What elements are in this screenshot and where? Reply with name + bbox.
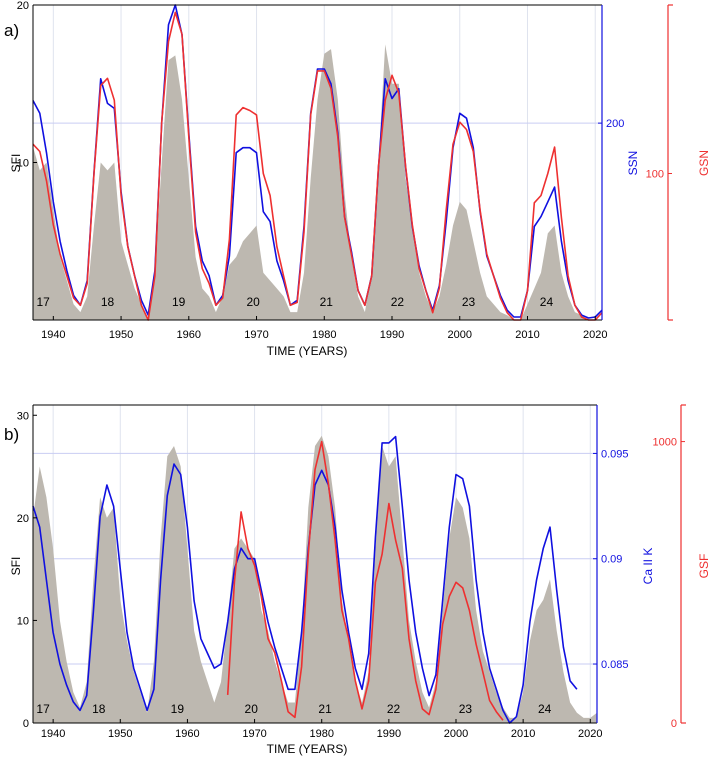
panel-a-label: a): [4, 21, 19, 40]
panel-a-gsn-line: [32, 11, 603, 321]
panel-b-ca-ii-k-line: [32, 435, 578, 724]
panel-b-lines-group: [32, 435, 578, 724]
panel-b-gsf-line: [226, 440, 504, 721]
panel-a-lines-group: [32, 4, 603, 321]
panel-a-cycle-label-19: 19: [172, 295, 186, 309]
panel-b-cycle-labels: 17 18 19 20 21 22 23 24: [36, 702, 551, 716]
panel-b-x-tick-1940: 1940: [41, 728, 65, 740]
panel-a-axes: 1940 1950 1960 1970 1980 1990 2000 2010 20201020…: [17, 0, 673, 341]
panel-a-x-tick-1980: 1980: [312, 329, 336, 341]
panel-b-cycle-label-18: 18: [92, 702, 106, 716]
panel-b-x-tick-2020: 2020: [578, 728, 602, 740]
panel-b-y2-tick-0.09: 0.09: [601, 554, 622, 566]
panel-a-x-tick-1960: 1960: [177, 329, 201, 341]
panel-b-x-label: TIME (YEARS): [267, 742, 348, 756]
panel-a-cycle-label-17: 17: [36, 295, 50, 309]
panel-a-x-tick-1990: 1990: [380, 329, 404, 341]
panel-a-x-tick-1940: 1940: [41, 329, 65, 341]
panel-a-x-tick-1970: 1970: [244, 329, 268, 341]
panel-b-x-tick-1960: 1960: [175, 728, 199, 740]
panel-b-y3-tick-0: 0: [671, 718, 677, 730]
panel-a-cycle-label-18: 18: [101, 295, 115, 309]
panel-b-y3-tick-1000: 1000: [653, 437, 677, 449]
panel-a-x-tick-2000: 2000: [448, 329, 472, 341]
panel-b-label: b): [4, 425, 19, 444]
panel-b-cycle-label-23: 23: [459, 702, 473, 716]
panel-b-y2-tick-0.095: 0.095: [601, 448, 629, 460]
panel-b-x-tick-1990: 1990: [377, 728, 401, 740]
panel-a-cycle-label-20: 20: [246, 295, 260, 309]
panel-b-x-tick-1950: 1950: [108, 728, 132, 740]
panel-b-x-tick-2010: 2010: [511, 728, 535, 740]
panel-b-cycle-label-19: 19: [171, 702, 185, 716]
panel-a-x-tick-2010: 2010: [515, 329, 539, 341]
panel-a-y3-tick-100: 100: [646, 168, 664, 180]
panel-a-y-tick-10: 10: [17, 158, 29, 170]
panel-b-y-tick-20: 20: [17, 513, 29, 525]
panel-b-y-tick-10: 10: [17, 615, 29, 627]
panel-b-y-label: SFI: [9, 557, 23, 576]
panel-b-y-tick-30: 30: [17, 410, 29, 422]
panel-a: a) 17 18 19 20 21 22 23 24 1940 1950 1960 1970 1980…: [4, 0, 711, 358]
panel-b-y2-tick-0.085: 0.085: [601, 659, 629, 671]
panel-b-x-tick-1980: 1980: [309, 728, 333, 740]
panel-a-cycle-labels: 17 18 19 20 21 22 23 24: [36, 295, 553, 309]
panel-a-x-tick-2020: 2020: [583, 329, 607, 341]
panel-a-y3-label: GSN: [697, 150, 711, 176]
panel-b: b) 17 18 19 20 21 22 23 24 1940 1950 1960 1970 1980…: [4, 404, 711, 756]
panel-a-y2-tick-200: 200: [606, 118, 624, 130]
panel-a-y2-label: SSN: [626, 151, 640, 176]
panel-b-y2-label: Ca II K: [641, 548, 655, 585]
panel-b-axes: 1940 1950 1960 1970 1980 1990 2000 2010 20200102…: [17, 404, 686, 740]
panel-a-sfi-area: [33, 44, 602, 321]
panel-b-sfi-area: [33, 435, 597, 723]
panel-b-sfi-area-group: [33, 435, 597, 723]
panel-a-cycle-label-21: 21: [320, 295, 334, 309]
panel-b-cycle-label-22: 22: [387, 702, 401, 716]
panel-b-cycle-label-17: 17: [36, 702, 50, 716]
panel-a-sfi-area-group: [33, 44, 602, 321]
panel-b-cycle-label-21: 21: [318, 702, 332, 716]
panel-a-x-label: TIME (YEARS): [267, 344, 348, 358]
panel-b-cycle-label-24: 24: [538, 702, 552, 716]
panel-a-x-tick-1950: 1950: [109, 329, 133, 341]
panel-a-y-tick-20: 20: [17, 0, 29, 12]
panel-b-x-tick-1970: 1970: [242, 728, 266, 740]
panel-b-y-tick-0: 0: [23, 718, 29, 730]
panel-b-cycle-label-20: 20: [245, 702, 259, 716]
panel-b-x-tick-2000: 2000: [444, 728, 468, 740]
panel-b-y3-label: GSF: [697, 554, 711, 579]
panel-a-cycle-label-24: 24: [540, 295, 554, 309]
panel-a-cycle-label-23: 23: [462, 295, 476, 309]
panel-a-cycle-label-22: 22: [391, 295, 405, 309]
panel-a-y-label: SFI: [9, 154, 23, 173]
